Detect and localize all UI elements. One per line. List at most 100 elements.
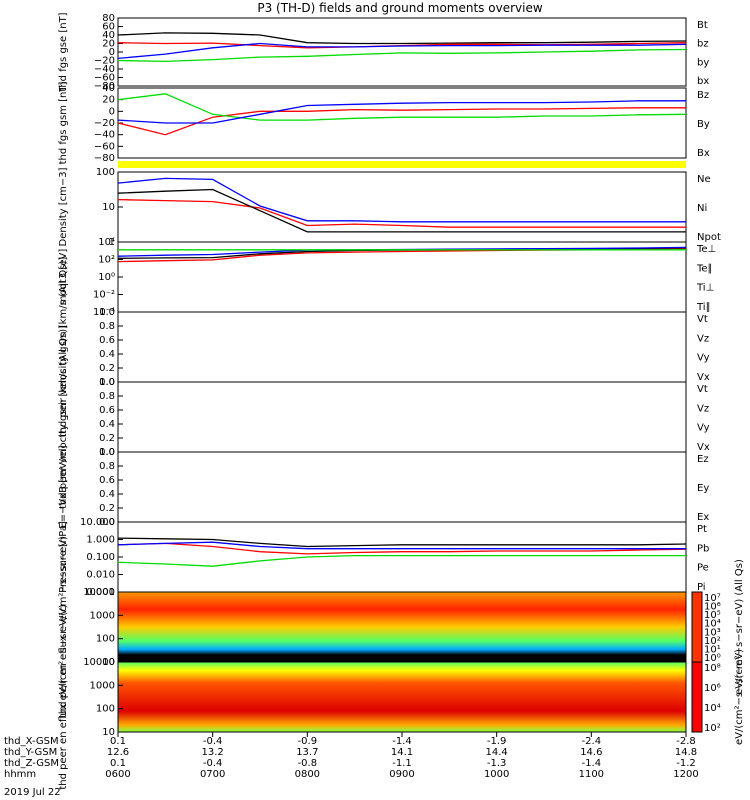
ephem-value: 14.1: [391, 747, 413, 758]
legend-ti: Ti∥: [696, 302, 711, 313]
y-tick-label: 0.010: [86, 570, 115, 581]
y-tick-label: 0.2: [99, 363, 115, 374]
ephem-value: -0.9: [298, 736, 318, 747]
colorbar-tick: 10⁴: [704, 703, 721, 714]
panel-3: 100 10 1 Density [cm−3] Ne Ni Npot: [58, 167, 721, 248]
y-tick-label: 80: [102, 13, 115, 24]
date-label: 2019 Jul 22: [4, 787, 61, 798]
y-axis-label: Pressure [nPa]: [58, 521, 69, 593]
y-axis-label: moqt3 [eV]: [58, 249, 69, 306]
series-pt: [117, 537, 687, 548]
y-axis-label: E=−VxB [mV/m]: [58, 445, 69, 528]
ephem-value: -0.4: [203, 758, 223, 769]
legend-vt: Vt: [697, 384, 708, 395]
legend-pe: Pe: [697, 563, 709, 574]
y-axis-label: thd fgs gsm [nT]: [58, 82, 69, 165]
ephem-value: 1200: [673, 769, 698, 780]
legend-pi: Pi: [697, 582, 706, 593]
series-bt: [117, 32, 687, 45]
colorbar-label: eV/(cm²−s−sr−eV) (All Qs): [734, 559, 745, 695]
colorbar-tick: 10²: [704, 723, 721, 734]
y-tick-label: 0.6: [99, 405, 115, 416]
legend-te: Te∥: [696, 263, 713, 274]
legend-bt: Bt: [697, 20, 708, 31]
series-ni: [117, 188, 686, 233]
y-tick-label: −60: [94, 141, 115, 152]
ephem-value: 0.1: [110, 736, 126, 747]
y-tick-label: 10: [102, 657, 115, 668]
ephem-value: -0.4: [203, 736, 223, 747]
ephem-value: -0.8: [298, 758, 318, 769]
legend-by: by: [697, 57, 709, 68]
y-tick-label: 0.6: [99, 335, 115, 346]
figure-title: P3 (TH-D) fields and ground moments over…: [257, 1, 542, 15]
colorbar-tick: 10⁸: [704, 663, 721, 674]
y-tick-label: 0.100: [86, 552, 115, 563]
y-tick-label: 10⁰: [98, 272, 115, 283]
colorbar-tick: 10⁵: [704, 610, 721, 621]
ephem-value: -1.3: [487, 758, 507, 769]
series-ne: [117, 198, 686, 228]
legend-ex: Ex: [697, 512, 709, 523]
y-tick-label: 10.000: [80, 517, 115, 528]
y-tick-label: 60: [102, 22, 115, 33]
panel-frame: [117, 521, 687, 593]
y-tick-label: 0.0: [99, 377, 115, 388]
ephem-value: -1.1: [392, 758, 412, 769]
legend-vy: Vy: [697, 353, 710, 364]
y-tick-label: −80: [94, 153, 115, 164]
y-tick-label: 0.6: [99, 475, 115, 486]
ephem-value: -1.4: [392, 736, 412, 747]
panel-10: 10000 1000 100 10 thd peer en eflux eV/(cm²−…: [58, 604, 745, 789]
colorbar: [691, 661, 703, 733]
ephem-value: 0900: [389, 769, 414, 780]
ephem-row-label: hhmm: [4, 769, 36, 780]
colorbar-tick: 10³: [704, 627, 721, 638]
y-tick-label: 100: [96, 704, 115, 715]
y-tick-label: 1.0: [99, 307, 115, 318]
colorbar-tick: 10⁶: [704, 602, 721, 613]
panel-frame: [117, 311, 687, 383]
colorbar: [691, 591, 703, 663]
series-bx: [117, 42, 687, 60]
colorbar-tick: 10¹: [704, 644, 721, 655]
panel-frame: [117, 241, 687, 313]
y-tick-label: 1000: [90, 680, 115, 691]
mode-bar: [118, 161, 686, 168]
legend-vy: Vy: [697, 423, 710, 434]
y-tick-label: 1.0: [99, 447, 115, 458]
ephem-value: 14.6: [580, 747, 602, 758]
y-tick-label: 10⁻⁴: [93, 307, 115, 318]
colorbar-tick: 10⁰: [704, 653, 721, 664]
ephem-value: -1.9: [487, 736, 507, 747]
ephem-row-label: thd_X-GSM: [4, 736, 59, 747]
ephem-value: 14.4: [486, 747, 508, 758]
y-axis-label: thd peir velocity gsm [km/s (All Qs)]: [58, 257, 69, 438]
ephem-value: 13.2: [202, 747, 224, 758]
y-tick-label: 0.001: [86, 587, 115, 598]
series-by: [117, 93, 687, 121]
y-tick-label: 10: [102, 727, 115, 738]
series-npot: [117, 177, 686, 223]
ephem-value: 0600: [105, 769, 130, 780]
legend-ti: Ti⊥: [696, 283, 714, 294]
heatmap-10: [118, 662, 686, 732]
legend-pt: Pt: [697, 524, 707, 535]
ephem-value: 13.7: [296, 747, 318, 758]
legend-ez: Ez: [697, 454, 709, 465]
colorbar-label: eV/(cm²−s−sr−eV): [734, 649, 745, 745]
y-axis-label: Density [cm−3]: [58, 167, 69, 246]
y-tick-label: 20: [102, 39, 115, 50]
ephem-value: -2.8: [676, 736, 696, 747]
y-tick-label: 10000: [83, 587, 115, 598]
series-pb: [117, 542, 687, 555]
y-tick-label: 100: [96, 634, 115, 645]
panel-6: 1.0 0.8 0.6 0.4 0.2 0.0 thd peer velocity gsm …: [58, 325, 710, 509]
series-bx: [117, 100, 686, 124]
panel-frame: [117, 17, 687, 87]
y-axis-label: thd peer en eflux eV/(cm²−s−sr−eV): [58, 604, 69, 789]
panel-frame: [117, 451, 687, 523]
